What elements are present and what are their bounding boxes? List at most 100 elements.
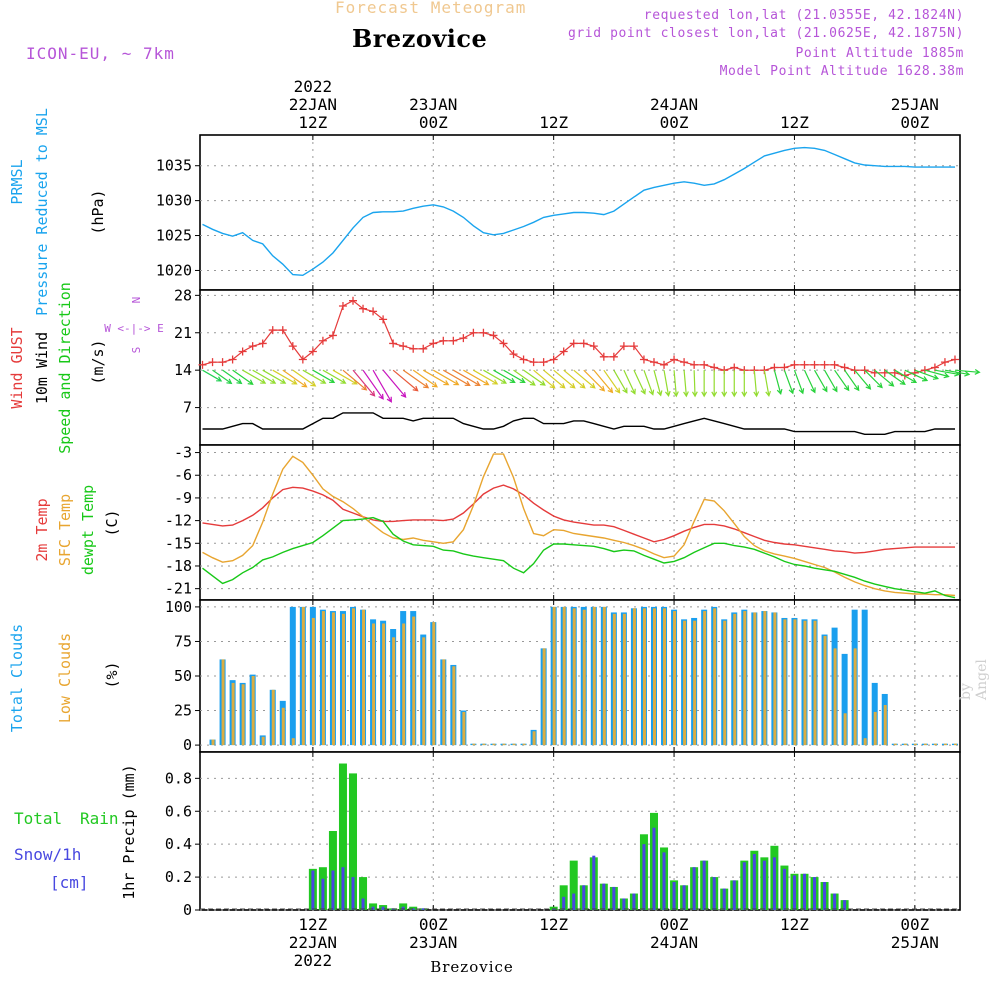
pressure-label: PRMSL	[8, 159, 26, 204]
wind-direction-arrow	[583, 369, 606, 392]
wind-direction-arrow	[332, 369, 358, 385]
low-cloud-bar	[281, 707, 285, 746]
wind-direction-arrow	[613, 369, 628, 394]
snow-bar	[331, 870, 335, 910]
y-tick-label: 1030	[156, 192, 192, 210]
wind-direction-arrow	[392, 369, 419, 392]
low-cloud-bar	[211, 739, 215, 746]
gridpoint-coords: grid point closest lon,lat (21.0625E, 42…	[567, 26, 964, 41]
y-tick-label: 7	[183, 399, 192, 417]
low-cloud-bar	[352, 608, 356, 746]
gust-marker	[369, 307, 378, 316]
low-cloud-bar	[673, 611, 677, 746]
top-time-label: 00Z	[900, 113, 929, 132]
pressure-unit: (hPa)	[89, 189, 107, 234]
wind-direction-arrow	[553, 369, 576, 389]
low-cloud-bar	[331, 612, 335, 746]
low-cloud-bar	[542, 648, 546, 746]
low-cloud-bar	[843, 713, 847, 746]
wind-direction-arrow	[844, 369, 860, 392]
wind-direction-arrow	[372, 369, 392, 403]
low-cloud-bar	[953, 743, 957, 746]
snow-bar	[341, 867, 345, 910]
wind-direction-arrow	[904, 369, 929, 382]
snow-bar	[692, 867, 696, 910]
gust-marker	[469, 328, 478, 337]
rain-bar	[409, 906, 418, 910]
gust-marker	[539, 358, 548, 367]
precip-unit: 1hr Precip (mm)	[120, 764, 138, 899]
y-tick-label: 0.8	[165, 769, 192, 787]
snow-bar	[813, 877, 817, 910]
bottom-time-label: 12Z	[780, 915, 809, 934]
gust-marker	[389, 339, 398, 348]
gust-marker	[559, 347, 568, 356]
gust-marker	[670, 355, 679, 364]
low-cloud-bar	[532, 731, 536, 746]
wind-10m-label: 10m Wind	[33, 332, 51, 404]
y-tick-label: 0	[183, 901, 192, 919]
bottom-time-label: 2022	[294, 951, 333, 970]
snow-bar	[572, 893, 576, 910]
top-time-label: 12Z	[539, 113, 568, 132]
y-tick-label: -15	[165, 534, 192, 552]
total-cloud-bar	[861, 609, 868, 746]
snow-bar	[562, 896, 566, 910]
top-time-label: 12Z	[298, 113, 327, 132]
low-cloud-bar	[793, 619, 797, 746]
y-tick-label: 21	[174, 324, 192, 342]
gust-marker	[328, 331, 337, 340]
wind-direction-arrow	[282, 369, 308, 388]
model-altitude: Model Point Altitude 1628.38m	[719, 64, 964, 79]
wind-direction-arrow	[302, 369, 327, 384]
wind-direction-arrow	[453, 369, 481, 387]
bottom-time-label: 12Z	[298, 915, 327, 934]
low-cloud-bar	[472, 743, 476, 746]
wind-direction-arrow	[683, 370, 689, 398]
gust-marker	[429, 339, 438, 348]
temp-sfc-label: SFC Temp	[56, 494, 74, 566]
wind-unit: (m/s)	[89, 339, 107, 384]
gust-marker	[499, 339, 508, 348]
low-cloud-bar	[402, 623, 406, 746]
snow-bar	[321, 878, 325, 910]
wind-direction-arrow	[824, 369, 838, 393]
wind-direction-arrow	[503, 369, 526, 384]
y-tick-label: -12	[165, 512, 192, 530]
wind-direction-arrow	[212, 369, 233, 385]
gust-marker	[639, 355, 648, 364]
rain-bar	[569, 860, 578, 910]
gust-marker	[629, 342, 638, 351]
y-tick-label: -9	[174, 489, 192, 507]
wind-direction-arrow	[523, 369, 546, 386]
y-tick-label: -3	[174, 444, 192, 462]
snow-bar	[752, 854, 756, 910]
low-cloud-bar	[522, 743, 526, 746]
chart-title: Forecast Meteogram	[335, 0, 527, 17]
gust-marker	[680, 358, 689, 367]
gust-marker	[489, 331, 498, 340]
low-cloud-bar	[743, 611, 747, 746]
snow-bar	[401, 906, 405, 910]
wind-direction-arrow	[814, 369, 828, 393]
low-cloud-bar	[703, 611, 707, 746]
bottom-time-label: 12Z	[539, 915, 568, 934]
gust-marker	[549, 355, 558, 364]
snow-bar	[823, 882, 827, 910]
wind-direction-arrow	[803, 369, 816, 394]
low-cloud-bar	[261, 736, 265, 746]
temp-unit: (C)	[103, 509, 121, 536]
wind-direction-arrow	[894, 369, 918, 384]
low-cloud-bar	[442, 659, 446, 746]
precip-cm-label: [cm]	[50, 873, 89, 892]
snow-bar	[622, 898, 626, 910]
gust-marker	[509, 350, 518, 359]
wind-direction-arrow	[603, 369, 621, 394]
snow-bar	[843, 900, 847, 910]
low-cloud-bar	[943, 743, 947, 746]
wind-direction-arrow	[432, 369, 460, 386]
gust-marker	[649, 358, 658, 367]
gust-marker	[338, 302, 347, 311]
rain-bar	[359, 877, 368, 910]
wind-direction-arrow	[691, 370, 698, 398]
